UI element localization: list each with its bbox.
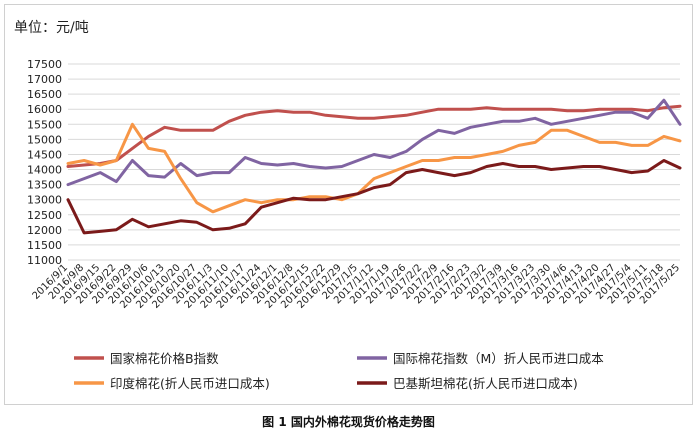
y-tick-label: 13500 — [27, 179, 62, 192]
series-line-cc-index — [66, 104, 682, 168]
unit-label: 单位：元/吨 — [14, 20, 89, 36]
y-tick-label: 12000 — [27, 224, 62, 237]
legend-label: 印度棉花(折人民币进口成本) — [110, 376, 270, 391]
y-tick-label: 14000 — [27, 164, 62, 177]
y-tick-label: 15000 — [27, 133, 62, 146]
y-tick-label: 11500 — [27, 239, 62, 252]
price-trend-chart: 11000 11500 12000 12500 13000 13500 14000 14500… — [27, 58, 683, 391]
y-tick-label: 11000 — [27, 254, 62, 267]
y-tick-label: 17500 — [27, 58, 62, 71]
y-tick-label: 13000 — [27, 194, 62, 207]
legend-label: 巴基斯坦棉花(折人民币进口成本) — [393, 376, 578, 391]
series-line-india — [66, 122, 682, 214]
y-tick-label: 12500 — [27, 209, 62, 222]
y-tick-labels: 11000 11500 12000 12500 13000 13500 14000 14500… — [27, 58, 62, 267]
y-tick-label: 16500 — [27, 88, 62, 101]
y-tick-label: 17000 — [27, 73, 62, 86]
figure-caption: 图 1 国内外棉花现货价格走势图 — [262, 415, 435, 429]
series-line-intl-index — [66, 98, 682, 187]
chart-frame — [4, 4, 693, 405]
legend-label: 国家棉花价格B指数 — [110, 351, 219, 366]
legend: 国家棉花价格B指数 国际棉花指数（M）折人民币进口成本印度棉花(折人民币进口成本)… — [74, 351, 604, 391]
x-tick-labels: 2016/9/12016/9/82016/9/152016/9/222016/9… — [31, 262, 683, 311]
y-tick-label: 15500 — [27, 118, 62, 131]
series-line-pakistan — [66, 159, 682, 235]
series-layer — [66, 98, 682, 235]
legend-label: 国际棉花指数（M）折人民币进口成本 — [393, 351, 604, 366]
y-tick-label: 16000 — [27, 103, 62, 116]
grid-layer — [68, 63, 680, 261]
y-tick-label: 14500 — [27, 148, 62, 161]
